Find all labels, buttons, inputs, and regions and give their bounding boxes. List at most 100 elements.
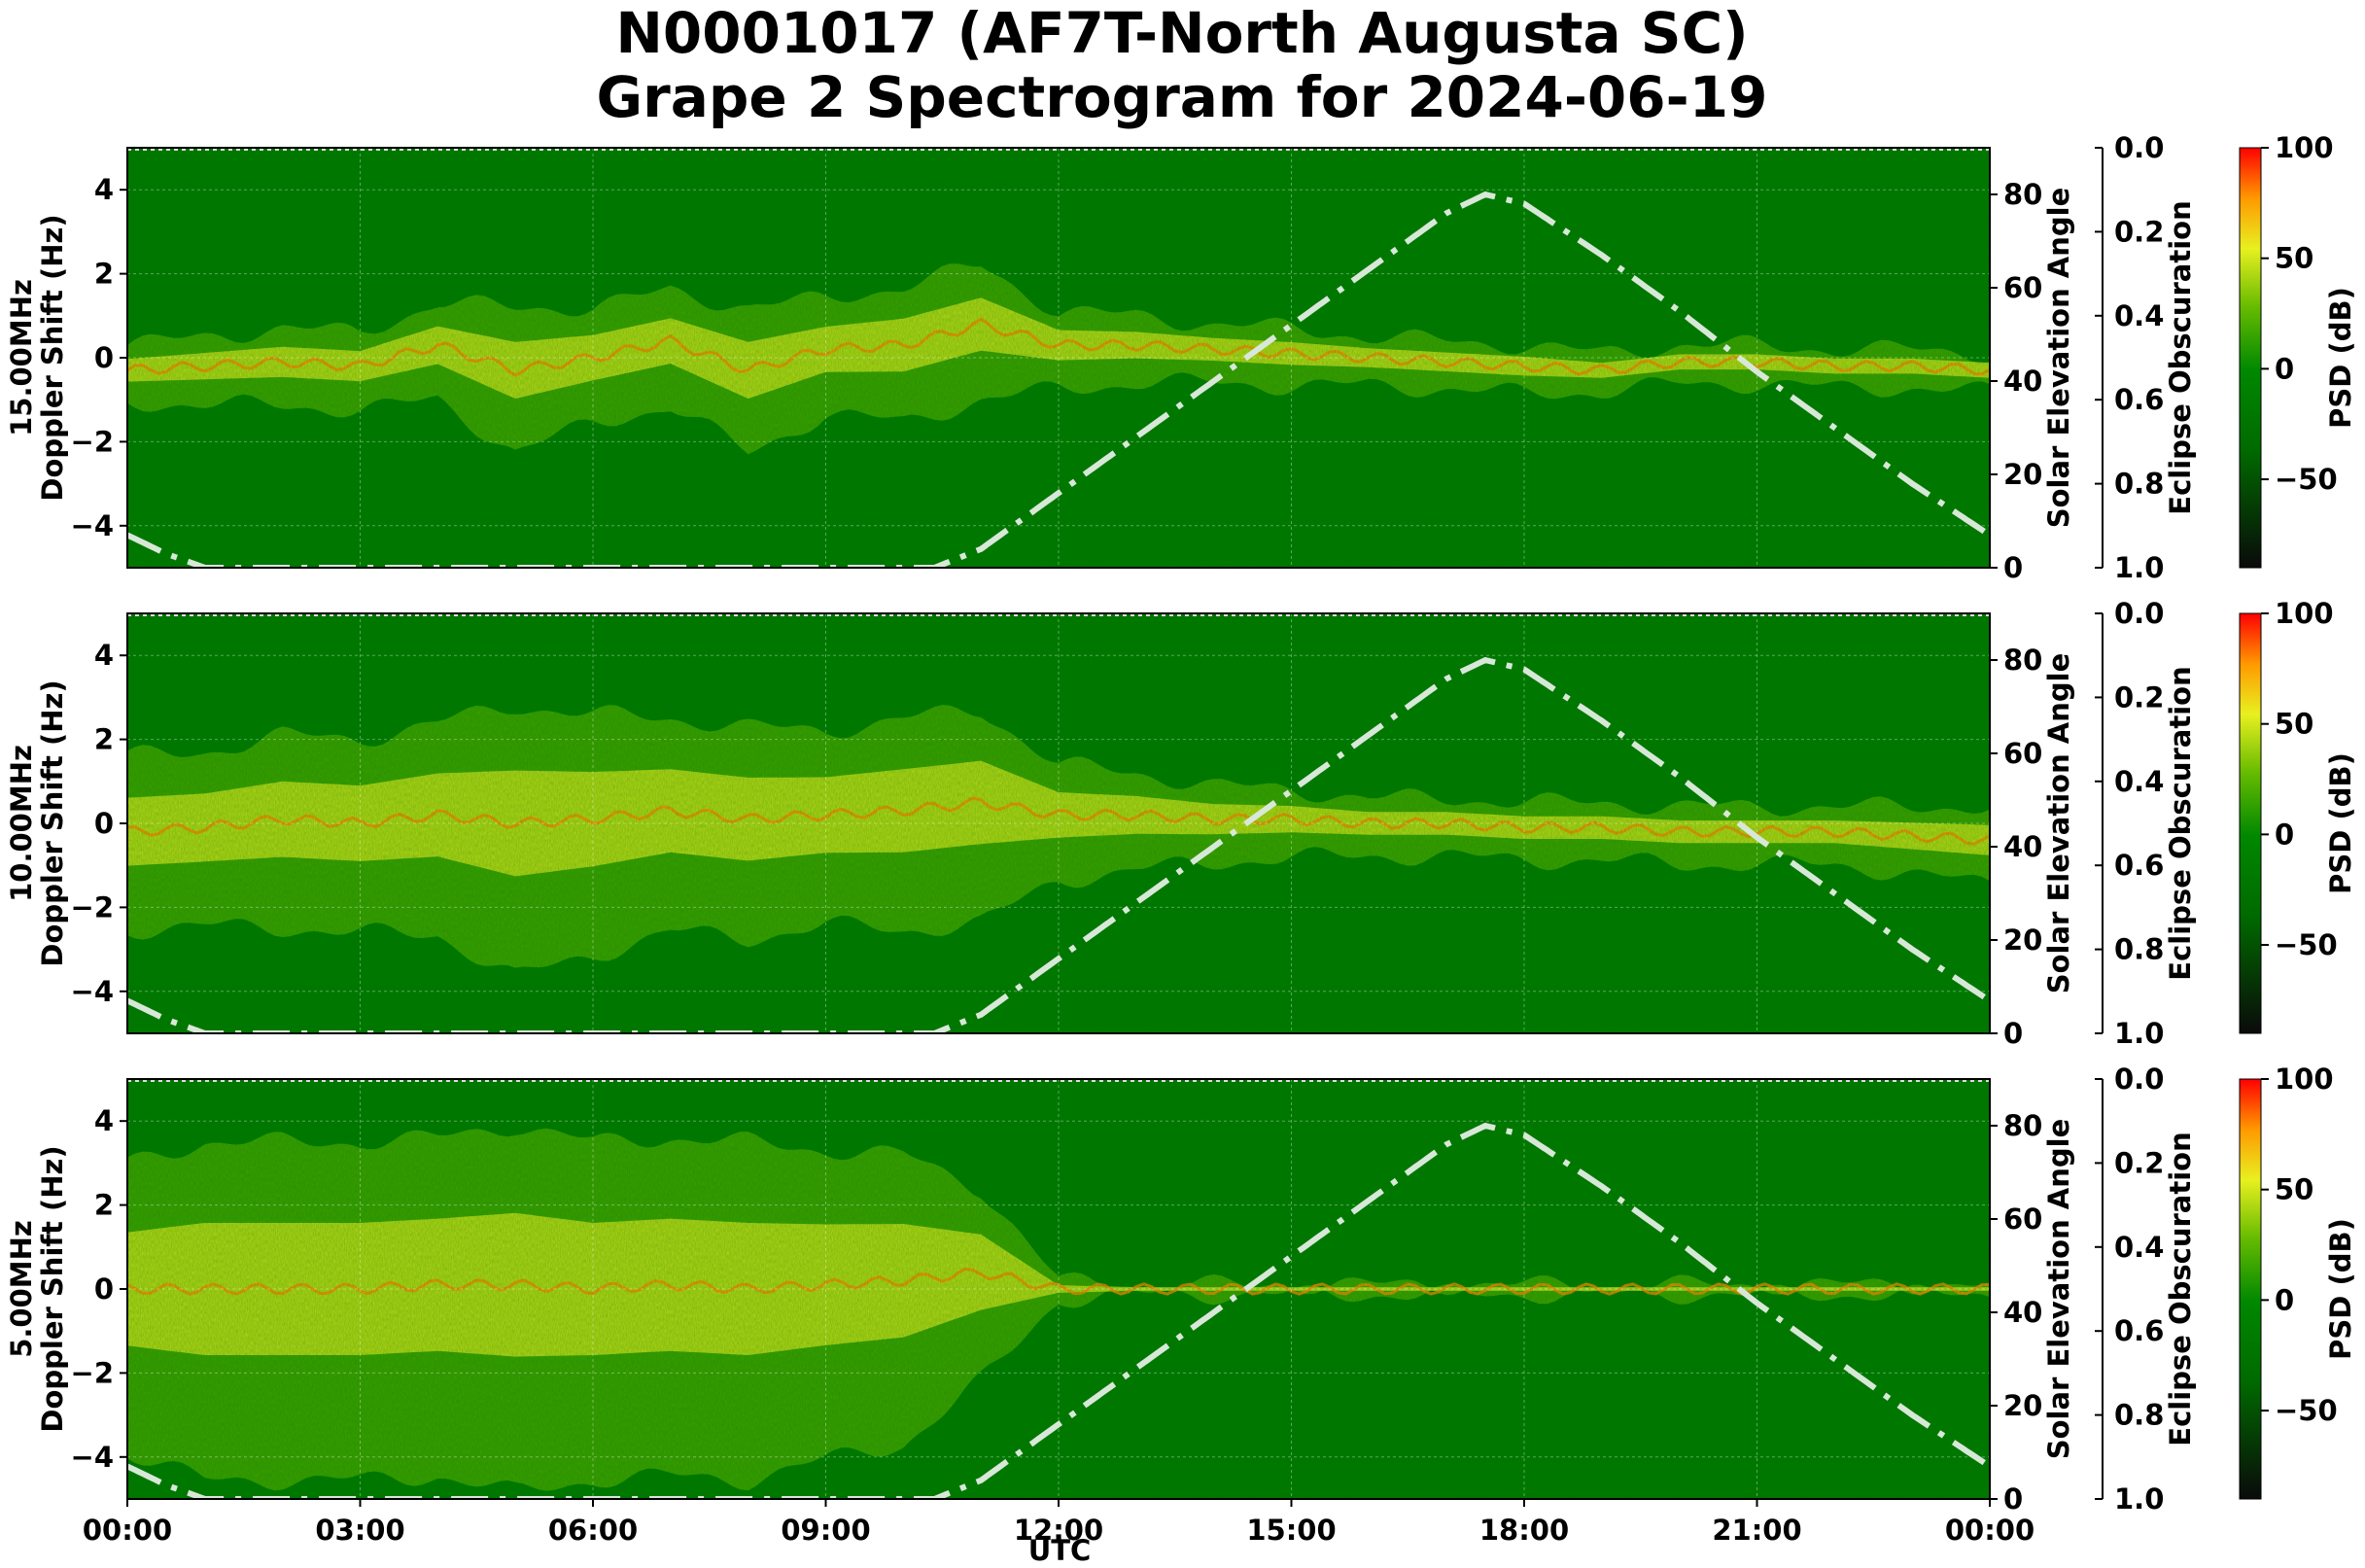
y-tick-label: −4 bbox=[71, 1441, 114, 1474]
colorbar bbox=[2239, 612, 2262, 1034]
colorbar-tick-label: −50 bbox=[2275, 463, 2338, 496]
x-tick-label: 00:00 bbox=[83, 1514, 172, 1547]
eclipse-tick-label: 0.6 bbox=[2114, 1314, 2164, 1347]
right-tick-label: 20 bbox=[2003, 458, 2042, 491]
y-tick-label: 0 bbox=[94, 1272, 114, 1306]
eclipse-tick-label: 0.4 bbox=[2114, 765, 2164, 798]
colorbar-tick-label: −50 bbox=[2275, 928, 2338, 961]
eclipse-tick-label: 0.2 bbox=[2114, 680, 2164, 714]
eclipse-label: Eclipse Obscuration bbox=[2164, 666, 2197, 980]
eclipse-tick-label: 0.4 bbox=[2114, 299, 2164, 332]
x-tick-label: 03:00 bbox=[315, 1514, 404, 1547]
solar-elevation-label: Solar Elevation Angle bbox=[2042, 653, 2075, 994]
eclipse-tick-label: 0.0 bbox=[2114, 131, 2164, 164]
eclipse-tick-label: 0.8 bbox=[2114, 468, 2164, 501]
eclipse-label: Eclipse Obscuration bbox=[2164, 200, 2197, 514]
right-tick-label: 40 bbox=[2003, 1296, 2042, 1329]
eclipse-tick-label: 1.0 bbox=[2114, 1017, 2164, 1050]
solar-elevation-line bbox=[127, 191, 1990, 568]
right-tick-label: 0 bbox=[2003, 551, 2023, 584]
x-tick-label: 00:00 bbox=[1945, 1514, 2035, 1547]
colorbar-tick-label: 0 bbox=[2275, 352, 2294, 385]
solar-elevation-label: Solar Elevation Angle bbox=[2042, 1119, 2075, 1460]
solar-elevation-line bbox=[127, 656, 1990, 1033]
eclipse-tick-label: 0.0 bbox=[2114, 597, 2164, 630]
colorbar-tick-label: −50 bbox=[2275, 1394, 2338, 1427]
y-tick-label: 2 bbox=[94, 258, 114, 291]
x-tick-label: 18:00 bbox=[1479, 1514, 1569, 1547]
noise-texture bbox=[127, 613, 1990, 1033]
heatmap-area bbox=[127, 148, 1990, 568]
y-tick-label: −4 bbox=[71, 975, 114, 1008]
colorbar-label: PSD (dB) bbox=[2324, 1218, 2357, 1360]
x-tick-label: 15:00 bbox=[1246, 1514, 1336, 1547]
colorbar-label: PSD (dB) bbox=[2324, 752, 2357, 894]
right-tick-label: 0 bbox=[2003, 1482, 2023, 1516]
colorbar-tick-label: 50 bbox=[2275, 708, 2313, 741]
x-axis-label: UTC bbox=[1028, 1534, 1092, 1567]
right-tick-label: 40 bbox=[2003, 365, 2042, 398]
y-tick-label: −2 bbox=[71, 1356, 114, 1389]
y-tick-label: 0 bbox=[94, 807, 114, 840]
y-tick-label: 2 bbox=[94, 723, 114, 756]
colorbar bbox=[2239, 1078, 2262, 1500]
eclipse-tick-label: 1.0 bbox=[2114, 1482, 2164, 1516]
right-tick-label: 60 bbox=[2003, 737, 2042, 770]
y-tick-label: 0 bbox=[94, 341, 114, 374]
x-axis: 00:00 03:00 06:00 09:00 12:00 15:00 18:00 21:00… bbox=[83, 1499, 2035, 1547]
solar-elevation-line bbox=[127, 1122, 1990, 1499]
right-tick-label: 20 bbox=[2003, 1389, 2042, 1422]
x-tick-label: 09:00 bbox=[781, 1514, 870, 1547]
colorbar-tick-label: 0 bbox=[2275, 1283, 2294, 1316]
heatmap-area bbox=[127, 613, 1990, 1033]
eclipse-tick-label: 0.2 bbox=[2114, 1146, 2164, 1179]
colorbar-tick-label: 100 bbox=[2275, 1063, 2334, 1096]
heatmap-area bbox=[127, 1079, 1990, 1499]
right-tick-label: 60 bbox=[2003, 1202, 2042, 1236]
eclipse-tick-label: 0.8 bbox=[2114, 1399, 2164, 1432]
x-tick-label: 21:00 bbox=[1712, 1514, 1801, 1547]
right-tick-label: 60 bbox=[2003, 271, 2042, 304]
chart-title-line2: Grape 2 Spectrogram for 2024-06-19 bbox=[597, 64, 1768, 130]
noise-texture bbox=[127, 1079, 1990, 1499]
right-tick-label: 80 bbox=[2003, 178, 2042, 211]
noise-texture bbox=[127, 148, 1990, 568]
eclipse-tick-label: 0.6 bbox=[2114, 383, 2164, 416]
colorbar-tick-label: 0 bbox=[2275, 818, 2294, 851]
y-tick-label: 4 bbox=[94, 173, 114, 206]
y-label-doppler: Doppler Shift (Hz) bbox=[36, 214, 69, 501]
eclipse-tick-label: 0.2 bbox=[2114, 215, 2164, 248]
y-tick-label: 2 bbox=[94, 1189, 114, 1222]
colorbar-tick-label: 50 bbox=[2275, 242, 2313, 275]
x-tick-label: 06:00 bbox=[548, 1514, 638, 1547]
right-tick-label: 80 bbox=[2003, 644, 2042, 677]
solar-elevation-label: Solar Elevation Angle bbox=[2042, 188, 2075, 529]
colorbar-tick-label: 100 bbox=[2275, 597, 2334, 630]
y-label-frequency: 5.00MHz bbox=[5, 1220, 38, 1358]
eclipse-tick-label: 1.0 bbox=[2114, 551, 2164, 584]
right-tick-label: 0 bbox=[2003, 1017, 2023, 1050]
right-tick-label: 40 bbox=[2003, 830, 2042, 863]
x-tick-label: 12:00 bbox=[1014, 1514, 1103, 1547]
colorbar bbox=[2239, 147, 2262, 569]
y-tick-label: −2 bbox=[71, 890, 114, 923]
eclipse-tick-label: 0.6 bbox=[2114, 849, 2164, 882]
colorbar-tick-label: 100 bbox=[2275, 131, 2334, 164]
eclipse-label: Eclipse Obscuration bbox=[2164, 1132, 2197, 1446]
y-label-frequency: 15.00MHz bbox=[5, 279, 38, 436]
eclipse-tick-label: 0.4 bbox=[2114, 1231, 2164, 1264]
eclipse-tick-label: 0.8 bbox=[2114, 933, 2164, 966]
colorbar-tick-label: 50 bbox=[2275, 1173, 2313, 1206]
y-tick-label: 4 bbox=[94, 1104, 114, 1137]
y-tick-label: −2 bbox=[71, 425, 114, 458]
y-label-frequency: 10.00MHz bbox=[5, 745, 38, 902]
colorbar-label: PSD (dB) bbox=[2324, 287, 2357, 429]
y-tick-label: 4 bbox=[94, 639, 114, 672]
y-label-doppler: Doppler Shift (Hz) bbox=[36, 679, 69, 966]
right-tick-label: 20 bbox=[2003, 923, 2042, 957]
